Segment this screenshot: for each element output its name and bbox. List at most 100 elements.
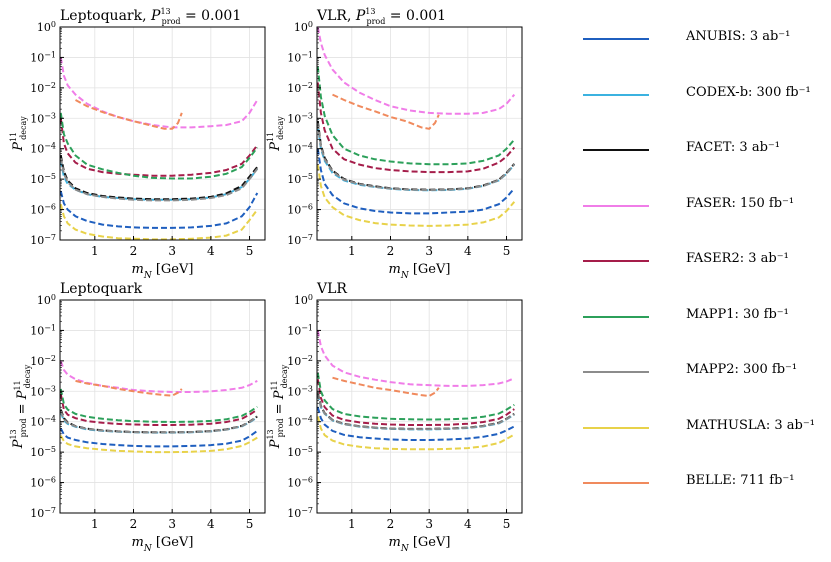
panel-2: 10−7 10−6 10−5 10−4 10−3 10−2 10−1 100 1 2 3 4 5 mN [… [266,7,523,281]
legend-swatch [583,315,649,318]
legend-item: MATHUSLA: 3 ab⁻¹ [583,418,828,438]
series-line-mathusla [317,416,515,451]
series-line-anubis [60,428,258,448]
legend-swatch [583,149,649,151]
series-line-belle [332,376,440,398]
x-tick-label: 3 [425,244,433,258]
y-axis-label: P13prod = P11decay [266,364,289,449]
y-tick-label: 10−4 [287,141,313,156]
axes-frame [316,26,523,241]
y-tick-label: 100 [294,293,313,308]
legend-item: CODEX-b: 300 fb⁻¹ [583,85,828,105]
x-axis-label: mN [GeV] [389,262,451,281]
panel-4: 10−7 10−6 10−5 10−4 10−3 10−2 10−1 100 1 2 3 4 5 mN [… [266,281,523,554]
series-line-faser [60,57,259,129]
y-tick-label: 10−5 [30,172,56,187]
series-line-mapp1 [317,372,515,421]
y-axis-label: P11decay [9,116,28,152]
x-tick-label: 2 [387,244,395,258]
y-axis-label: P11decay [266,116,285,152]
panel-3: 10−7 10−6 10−5 10−4 10−3 10−2 10−1 100 1 2 3 4 5 mN [… [9,281,266,554]
y-tick-label: 10−5 [287,172,313,187]
y-tick-label: 100 [37,20,56,35]
y-tick-label: 100 [37,293,56,308]
legend-label: MATHUSLA: 3 ab⁻¹ [686,417,815,433]
series-line-belle [75,99,183,130]
legend-item: MAPP1: 30 fb⁻¹ [583,307,828,327]
series-line-facet [60,155,259,201]
axes-frame [59,299,266,514]
legend-swatch [583,93,649,96]
y-tick-label: 10−1 [30,323,56,338]
y-tick-label: 10−5 [287,445,313,460]
series-line-faser2 [317,379,515,426]
panel-title: Leptoquark [60,281,143,297]
x-axis-label: mN [GeV] [132,535,194,554]
legend-item: FASER: 150 fb⁻¹ [583,196,828,216]
figure-plots: 10−7 10−6 10−5 10−4 10−3 10−2 10−1 100 1 2 3 4 5 mN [… [9,7,523,554]
y-tick-label: 10−2 [287,80,313,95]
x-tick-label: 5 [503,244,511,258]
series-line-belle [75,379,183,397]
y-tick-label: 10−7 [30,506,56,521]
series-line-mapp2 [60,157,259,202]
legend-label: FASER2: 3 ab⁻¹ [686,251,789,266]
panel-title: VLR, P13 prod = 0.001 [316,7,446,26]
x-tick-label: 1 [348,244,356,258]
series-line-faser [317,330,515,387]
legend-label: CODEX-b: 300 fb⁻¹ [686,84,811,100]
y-tick-label: 10−6 [287,475,313,490]
legend-item: ANUBIS: 3 ab⁻¹ [583,29,828,49]
x-tick-label: 4 [207,517,215,531]
x-tick-label: 4 [207,244,215,258]
series-line-facet [317,392,515,430]
x-tick-label: 2 [387,517,395,531]
axes-frame [316,299,523,514]
y-tick-label: 10−4 [30,414,56,429]
x-tick-label: 3 [168,244,176,258]
series-line-faser [60,360,258,393]
x-tick-label: 5 [246,244,254,258]
x-tick-label: 4 [464,517,472,531]
y-tick-label: 10−6 [30,475,56,490]
panel-title: VLR [316,281,347,297]
y-tick-label: 10−6 [30,202,56,217]
legend-swatch [583,260,649,262]
x-axis-label: mN [GeV] [389,535,451,554]
series-line-anubis [317,406,515,441]
y-tick-label: 100 [294,20,313,35]
legend-item: FASER2: 3 ab⁻¹ [583,251,828,271]
x-axis-label: mN [GeV] [132,262,194,281]
legend-item: FACET: 3 ab⁻¹ [583,140,828,160]
y-tick-label: 10−2 [30,353,56,368]
legend-swatch [583,38,649,40]
y-tick-label: 10−1 [287,50,313,65]
legend-swatch [583,204,649,207]
legend-label: FASER: 150 fb⁻¹ [686,195,795,211]
x-tick-label: 2 [130,517,138,531]
legend-label: BELLE: 711 fb⁻¹ [686,473,795,488]
y-tick-label: 10−3 [30,111,56,126]
y-tick-label: 10−2 [287,353,313,368]
y-axis-label: P13prod = P11decay [9,364,32,449]
x-tick-label: 2 [130,244,138,258]
y-tick-label: 10−3 [30,384,56,399]
y-tick-label: 10−6 [287,202,313,217]
x-tick-label: 3 [425,517,433,531]
y-tick-label: 10−7 [287,233,313,248]
series-line-faser [317,27,516,115]
legend-item: BELLE: 711 fb⁻¹ [583,473,828,493]
series-line-mapp2 [60,410,258,434]
y-tick-label: 10−4 [287,414,313,429]
y-tick-label: 10−2 [30,80,56,95]
panel-title: Leptoquark, P13 prod = 0.001 [60,7,241,26]
x-tick-label: 1 [91,517,99,531]
series-line-mapp2 [317,393,515,431]
series-line-anubis [60,191,259,229]
y-tick-label: 10−5 [30,445,56,460]
x-tick-label: 5 [246,517,254,531]
y-tick-label: 10−4 [30,141,56,156]
x-tick-label: 1 [348,517,356,531]
series-line-codex-b [317,124,516,192]
